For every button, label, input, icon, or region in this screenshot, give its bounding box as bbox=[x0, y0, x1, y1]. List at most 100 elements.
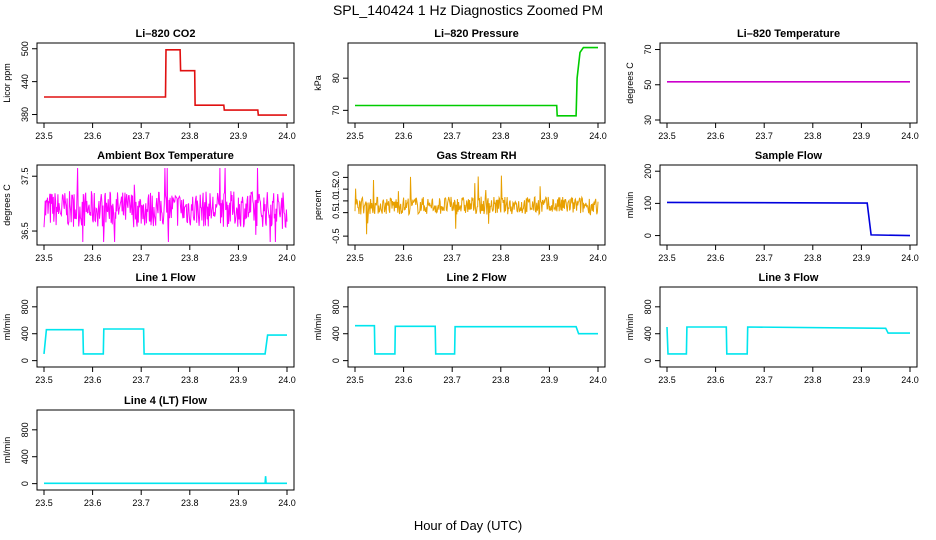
y-tick-label: 0 bbox=[643, 233, 653, 238]
y-tick-label: 2.0 bbox=[331, 171, 341, 184]
y-axis-label: ml/min bbox=[2, 437, 12, 464]
x-tick-label: 23.7 bbox=[132, 131, 150, 141]
y-tick-label: 400 bbox=[20, 449, 30, 464]
series-line bbox=[666, 326, 910, 355]
y-tick-label: 0 bbox=[20, 358, 30, 363]
x-tick-label: 24.0 bbox=[278, 375, 296, 385]
figure-title: SPL_140424 1 Hz Diagnostics Zoomed PM bbox=[332, 2, 604, 18]
panel-5: Gas Stream RH percent 23.5 23.6 23.7 23.8 23.9… bbox=[313, 150, 607, 263]
panel-frame bbox=[347, 164, 606, 246]
x-tick-label: 23.8 bbox=[181, 253, 199, 263]
x-tick-label: 23.6 bbox=[707, 253, 725, 263]
x-tick-label: 23.9 bbox=[853, 131, 871, 141]
x-tick-label: 23.9 bbox=[230, 498, 248, 508]
x-tick-label: 23.9 bbox=[230, 253, 248, 263]
y-tick-label: 30 bbox=[643, 115, 653, 125]
y-axis-label: degrees C bbox=[2, 184, 12, 226]
panel-frame bbox=[659, 286, 918, 368]
x-tick-label: 23.7 bbox=[132, 253, 150, 263]
x-tick-label: 23.8 bbox=[492, 131, 510, 141]
y-axis-label: ml/min bbox=[313, 314, 323, 341]
x-tick-label: 23.9 bbox=[541, 375, 559, 385]
x-tick-label: 23.6 bbox=[84, 253, 102, 263]
y-tick-label: 1.5 bbox=[331, 183, 341, 196]
y-tick-label: 70 bbox=[331, 105, 341, 115]
x-tick-label: 24.0 bbox=[278, 253, 296, 263]
series-line bbox=[44, 48, 287, 116]
y-axis-label: ml/min bbox=[2, 314, 12, 341]
y-tick-label: 37.5 bbox=[20, 167, 30, 185]
x-tick-label: 23.8 bbox=[804, 253, 822, 263]
y-tick-label: 50 bbox=[643, 80, 653, 90]
panel-frame bbox=[36, 42, 295, 124]
panel-frame bbox=[36, 286, 295, 368]
y-tick-label: 1.0 bbox=[331, 195, 341, 208]
y-tick-label: 800 bbox=[331, 299, 341, 314]
panel-9: Line 3 Flow ml/min 23.5 23.6 23.7 23.8 23.9 24.… bbox=[625, 272, 919, 385]
y-tick-label: 200 bbox=[643, 164, 653, 179]
x-tick-label: 23.7 bbox=[755, 131, 773, 141]
x-tick-label: 23.9 bbox=[230, 375, 248, 385]
y-tick-label: -0.5 bbox=[331, 228, 341, 244]
x-tick-label: 23.6 bbox=[84, 375, 102, 385]
x-tick-label: 23.7 bbox=[443, 253, 461, 263]
x-tick-label: 23.8 bbox=[492, 375, 510, 385]
panel-title: Li–820 Temperature bbox=[737, 28, 840, 40]
x-tick-label: 23.6 bbox=[707, 131, 725, 141]
x-tick-label: 23.7 bbox=[132, 375, 150, 385]
x-tick-label: 23.8 bbox=[804, 375, 822, 385]
series-line bbox=[44, 476, 287, 485]
y-tick-label: 0 bbox=[643, 358, 653, 363]
y-axis-label: degrees C bbox=[625, 62, 635, 104]
y-axis-label: ml/min bbox=[625, 192, 635, 219]
y-tick-label: 500 bbox=[20, 41, 30, 56]
x-tick-label: 24.0 bbox=[901, 375, 919, 385]
panel-4: Ambient Box Temperature degrees C 23.5 23.6… bbox=[2, 150, 296, 263]
panel-7: Line 1 Flow ml/min 23.5 23.6 23.7 23.8 23.9 24.… bbox=[2, 272, 296, 385]
panel-title: Ambient Box Temperature bbox=[97, 150, 234, 162]
panel-frame bbox=[347, 42, 606, 124]
series-line bbox=[355, 324, 598, 355]
panel-title: Li–820 Pressure bbox=[434, 28, 518, 40]
y-tick-label: 0 bbox=[331, 358, 341, 363]
series-line bbox=[43, 167, 288, 243]
x-tick-label: 24.0 bbox=[901, 131, 919, 141]
x-tick-label: 24.0 bbox=[901, 253, 919, 263]
x-tick-label: 23.6 bbox=[707, 375, 725, 385]
x-tick-label: 24.0 bbox=[589, 131, 607, 141]
y-tick-label: 80 bbox=[331, 73, 341, 83]
y-tick-label: 36.5 bbox=[20, 222, 30, 240]
x-tick-label: 23.5 bbox=[346, 131, 364, 141]
series-line bbox=[355, 46, 598, 117]
x-tick-label: 23.5 bbox=[35, 253, 53, 263]
x-tick-label: 23.9 bbox=[541, 253, 559, 263]
y-tick-label: 380 bbox=[20, 107, 30, 122]
x-tick-label: 23.9 bbox=[853, 253, 871, 263]
x-tick-label: 24.0 bbox=[589, 253, 607, 263]
x-tick-label: 23.5 bbox=[346, 253, 364, 263]
panel-title: Li–820 CO2 bbox=[136, 28, 196, 40]
panel-frame bbox=[347, 286, 606, 368]
x-tick-label: 23.8 bbox=[181, 498, 199, 508]
panel-title: Line 4 (LT) Flow bbox=[124, 395, 207, 407]
x-tick-label: 23.5 bbox=[346, 375, 364, 385]
y-axis-label: kPa bbox=[313, 75, 323, 91]
series-line bbox=[354, 175, 599, 235]
y-tick-label: 800 bbox=[20, 422, 30, 437]
x-tick-label: 23.8 bbox=[804, 131, 822, 141]
x-tick-label: 24.0 bbox=[278, 498, 296, 508]
y-tick-label: 400 bbox=[331, 326, 341, 341]
x-axis-label: Hour of Day (UTC) bbox=[413, 518, 523, 533]
y-tick-label: 100 bbox=[643, 196, 653, 211]
x-tick-label: 23.7 bbox=[755, 375, 773, 385]
x-tick-label: 23.6 bbox=[395, 253, 413, 263]
panel-frame bbox=[659, 164, 918, 246]
panel-3: Li–820 Temperature degrees C 23.5 23.6 23.7 2… bbox=[625, 28, 919, 141]
x-tick-label: 23.8 bbox=[181, 131, 199, 141]
panel-frame bbox=[36, 409, 295, 491]
x-tick-label: 23.9 bbox=[230, 131, 248, 141]
panel-2: Li–820 Pressure kPa 23.5 23.6 23.7 23.8 23.9 24… bbox=[313, 28, 607, 141]
x-tick-label: 23.9 bbox=[541, 131, 559, 141]
